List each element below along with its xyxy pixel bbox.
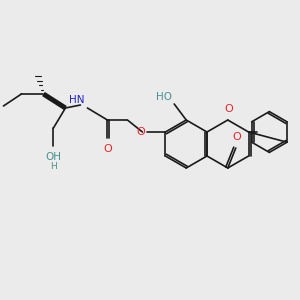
Text: O: O: [137, 127, 146, 137]
Text: O: O: [232, 132, 241, 142]
Text: O: O: [103, 144, 112, 154]
Text: OH: OH: [45, 152, 62, 162]
Text: HN: HN: [69, 95, 84, 105]
Text: H: H: [50, 162, 57, 171]
Text: O: O: [224, 104, 233, 114]
Text: HO: HO: [156, 92, 172, 102]
